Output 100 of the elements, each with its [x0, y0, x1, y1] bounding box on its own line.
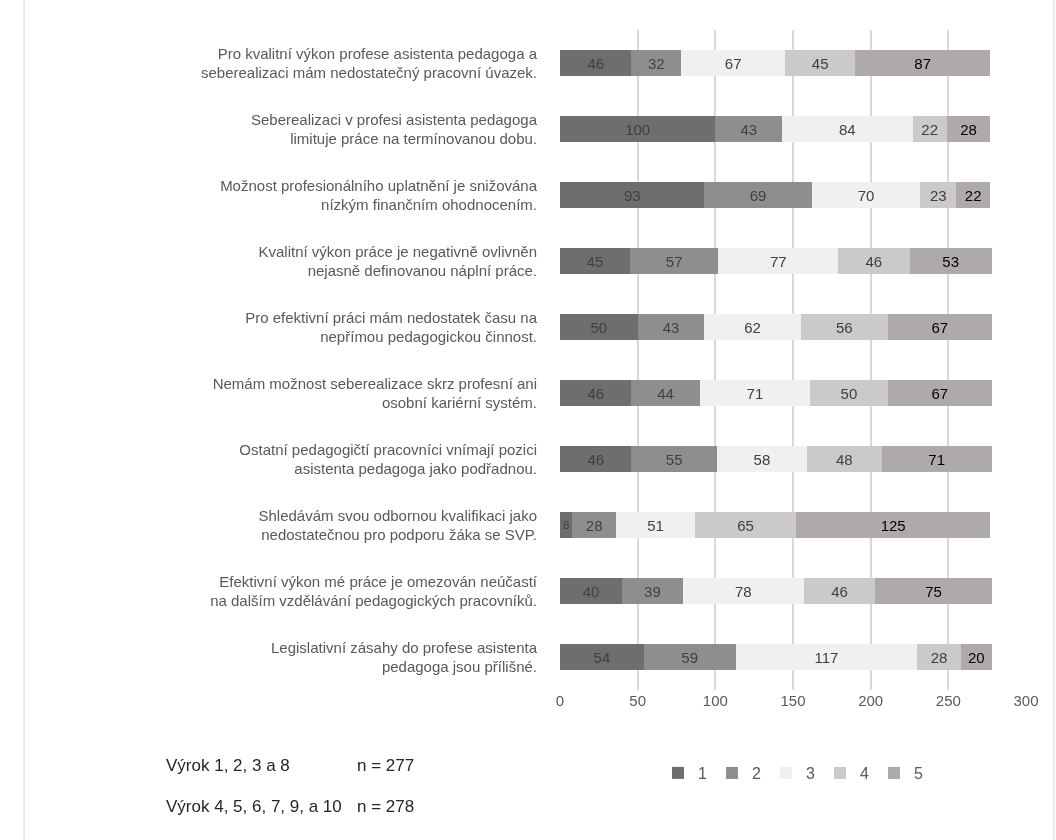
- x-tick-label: 150: [780, 692, 806, 709]
- data-label: 67: [724, 54, 742, 72]
- data-label: 125: [880, 516, 906, 534]
- data-label: 69: [749, 186, 767, 204]
- x-tick-label: 250: [935, 692, 961, 709]
- bar: [631, 49, 682, 77]
- data-label: 22: [964, 186, 982, 204]
- bar: [704, 313, 801, 341]
- data-label: 58: [753, 450, 771, 468]
- bar: [782, 115, 913, 143]
- data-label: 117: [814, 648, 839, 666]
- bar: [572, 511, 616, 539]
- y-tick-label: Možnost profesionálního uplatnění je snižována nízkým finančním ohodnocením.: [220, 176, 538, 213]
- bar: [715, 115, 783, 143]
- x-tick-label: 0: [555, 692, 565, 709]
- legend-label: 1: [698, 765, 707, 783]
- data-label: 77: [769, 252, 787, 270]
- y-tick-label: Seberealizaci v profesi asistenta pedagoga limituje práce na termínovanou dobu.: [250, 110, 538, 147]
- y-tick-label: Ostatní pedagogičtí pracovníci vnímají pozici asistenta pedagoga jako podřadnou.: [239, 440, 537, 477]
- y-tick-label: Kvalitní výkon práce je negativně ovlivněn nejasně definovanou náplní práce.: [258, 242, 537, 279]
- data-label: 20: [967, 648, 985, 666]
- bar: [785, 49, 856, 77]
- data-label: 28: [585, 516, 603, 534]
- legend-label: 5: [914, 765, 923, 783]
- bar: [704, 181, 812, 209]
- data-label: 43: [740, 120, 758, 138]
- bar: [560, 181, 705, 209]
- x-tick-label: 50: [629, 692, 647, 709]
- data-label: 67: [931, 384, 949, 402]
- legend-label: 4: [860, 765, 869, 783]
- bar: [855, 49, 991, 77]
- data-label: 78: [734, 582, 752, 600]
- bar: [811, 181, 921, 209]
- data-label: 84: [839, 120, 856, 138]
- bar: [909, 247, 992, 275]
- data-label: 59: [681, 648, 699, 666]
- bar: [810, 379, 888, 407]
- bar: [800, 313, 888, 341]
- legend-label: 2: [752, 765, 761, 783]
- x-tick-label: 200: [858, 692, 884, 709]
- bar: [718, 247, 839, 275]
- bar: [560, 643, 644, 671]
- bar: [681, 49, 786, 77]
- bar: [806, 445, 882, 473]
- data-label: 65: [737, 516, 754, 534]
- data-label: 23: [929, 186, 947, 204]
- bar: [875, 577, 992, 605]
- bar: [699, 379, 811, 407]
- bar: [796, 511, 991, 539]
- bar: [716, 445, 807, 473]
- y-tick-label: Nemám možnost seberealizace skrz profesní ani osobní kariérní systém.: [212, 374, 537, 411]
- text: Výrok 4, 5, 6, 7, 9, a 10: [166, 797, 342, 816]
- bar: [637, 313, 705, 341]
- data-label: 71: [746, 384, 764, 402]
- data-label: 87: [914, 54, 932, 72]
- bar: [695, 511, 797, 539]
- bar: [560, 313, 638, 341]
- bar: [629, 247, 719, 275]
- x-tick-label: 100: [702, 692, 728, 709]
- bar: [887, 313, 992, 341]
- bar: [917, 643, 961, 671]
- data-label: 53: [942, 252, 960, 270]
- bar: [735, 643, 918, 671]
- text: Výrok 1, 2, 3 a 8: [166, 756, 290, 775]
- data-label: 56: [835, 318, 853, 336]
- y-tick-label: Efektivní výkon mé práce je omezován neúčastí na dalším vzdělávání pedagogických pracovníků.: [210, 572, 538, 609]
- data-label: 43: [662, 318, 680, 336]
- data-label: 51: [647, 516, 664, 534]
- data-label: 62: [744, 318, 761, 336]
- data-label: 32: [647, 54, 665, 72]
- data-label: 57: [665, 252, 683, 270]
- bar: [560, 115, 716, 143]
- data-label: 39: [644, 582, 661, 600]
- bar: [560, 49, 632, 77]
- data-label: 75: [925, 582, 942, 600]
- text: n = 277: [357, 756, 415, 775]
- y-tick-label: Pro efektivní práci mám nedostatek času na nepřímou pedagogickou činnost.: [245, 308, 538, 345]
- bar: [560, 379, 632, 407]
- bar: [615, 511, 696, 539]
- x-tick-label: 300: [1013, 692, 1039, 709]
- data-label: 44: [657, 384, 674, 402]
- data-label: 50: [840, 384, 858, 402]
- data-label: 22: [921, 120, 939, 138]
- bar: [622, 577, 683, 605]
- bar: [560, 445, 632, 473]
- bar: [631, 379, 700, 407]
- legend-label: 3: [806, 765, 815, 783]
- bar: [838, 247, 910, 275]
- y-tick-label: Legislativní zásahy do profese asistenta pedagoga jsou přílišné.: [271, 638, 538, 675]
- bar: [881, 445, 992, 473]
- data-label: 55: [665, 450, 683, 468]
- bar: [560, 247, 630, 275]
- data-label: 71: [928, 450, 946, 468]
- data-label: 70: [857, 186, 875, 204]
- bar: [803, 577, 876, 605]
- data-label: 67: [931, 318, 949, 336]
- bar: [643, 643, 736, 671]
- bar: [682, 577, 804, 605]
- data-label: 28: [930, 648, 948, 666]
- y-tick-label: Shledávám svou odbornou kvalifikaci jako nedostatečnou pro podporu žáka se SVP.: [258, 506, 537, 543]
